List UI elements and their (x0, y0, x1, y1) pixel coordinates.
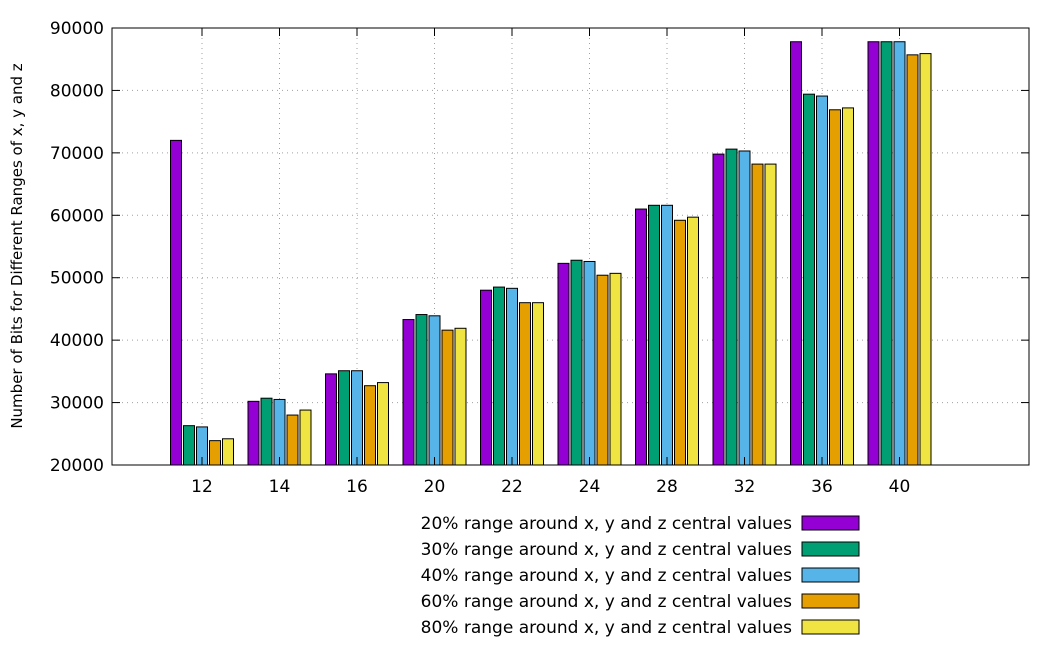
bars (170, 41, 932, 466)
plot-frame (111, 27, 1030, 466)
bar-4-24 (596, 274, 609, 466)
legend-label: 60% range around x, y and z central valu… (421, 592, 792, 612)
bar-2-40 (880, 41, 893, 466)
x-tick-label: 12 (191, 477, 213, 497)
legend-swatch (801, 567, 860, 583)
bar-3-24 (583, 260, 596, 466)
legend-label: 30% range around x, y and z central valu… (421, 540, 792, 560)
x-tick-label: 40 (889, 477, 911, 497)
y-axis-label: Number of Bits for Different Ranges of x… (8, 63, 26, 428)
bar-5-16 (377, 382, 389, 466)
bar-2-22 (493, 286, 505, 466)
legend-label: 40% range around x, y and z central valu… (421, 566, 792, 586)
axes: 20000 30000 40000 50000 60000 70000 80000 90000… (50, 19, 1029, 497)
bar-2-12 (183, 425, 195, 466)
legend-swatch (801, 593, 860, 609)
bar-4-28 (674, 219, 686, 466)
x-tick-label: 32 (734, 477, 756, 497)
bar-5-14 (299, 409, 312, 466)
bar-1-12 (170, 139, 182, 466)
bar-5-28 (687, 216, 699, 466)
bar-2-16 (338, 370, 350, 466)
x-tick-label: 14 (269, 477, 291, 497)
x-tick-label: 20 (424, 477, 446, 497)
bar-3-28 (661, 204, 673, 466)
bar-1-28 (635, 208, 647, 466)
bar-4-40 (906, 54, 919, 466)
bar-4-22 (519, 302, 531, 466)
bar-5-20 (454, 327, 467, 466)
bar-2-28 (648, 204, 660, 466)
bar-1-20 (402, 319, 415, 466)
y-tick-label: 20000 (50, 456, 104, 476)
bar-5-24 (609, 272, 622, 466)
x-tick-label: 28 (656, 477, 678, 497)
y-tick-label: 70000 (50, 144, 104, 164)
bar-3-16 (351, 370, 363, 466)
bar-2-36 (803, 93, 815, 466)
bar-4-20 (441, 329, 454, 466)
bar-1-36 (790, 41, 802, 466)
bar-4-16 (364, 385, 376, 466)
bar-3-32 (738, 150, 751, 466)
y-tick-label: 50000 (50, 269, 104, 289)
bar-1-40 (867, 41, 880, 466)
legend-label: 80% range around x, y and z central valu… (421, 618, 792, 638)
bar-1-24 (557, 262, 570, 466)
x-tick-label: 24 (579, 477, 601, 497)
bar-3-22 (506, 287, 518, 466)
x-tick-label: 36 (811, 477, 833, 497)
bar-4-32 (751, 163, 764, 466)
bar-5-32 (764, 163, 777, 466)
bar-3-20 (428, 315, 441, 466)
bar-4-14 (286, 414, 299, 466)
bar-2-14 (260, 397, 273, 466)
bar-1-32 (712, 153, 725, 466)
x-tick-label: 16 (346, 477, 368, 497)
bar-3-14 (273, 398, 286, 466)
bar-1-22 (480, 289, 492, 466)
bar-2-20 (415, 314, 428, 466)
bar-5-36 (842, 107, 854, 466)
bar-3-36 (816, 95, 828, 466)
legend-label: 20% range around x, y and z central valu… (421, 514, 792, 534)
bar-3-40 (893, 41, 906, 466)
y-tick-label: 40000 (50, 331, 104, 351)
bar-5-12 (222, 438, 234, 466)
y-tick-label: 80000 (50, 81, 104, 101)
bar-2-32 (725, 148, 738, 466)
bar-1-14 (247, 400, 260, 466)
bar-5-22 (532, 302, 544, 466)
bar-5-40 (919, 53, 932, 466)
bar-4-12 (209, 440, 221, 466)
y-tick-label: 90000 (50, 19, 104, 39)
bar-1-16 (325, 373, 337, 466)
legend-swatch (801, 619, 860, 635)
legend: 20% range around x, y and z central valu… (421, 514, 860, 638)
bar-4-36 (829, 109, 841, 466)
legend-swatch (801, 515, 860, 531)
y-tick-label: 30000 (50, 394, 104, 414)
x-tick-label: 22 (501, 477, 523, 497)
y-tick-label: 60000 (50, 206, 104, 226)
legend-swatch (801, 541, 860, 557)
bar-2-24 (570, 259, 583, 466)
